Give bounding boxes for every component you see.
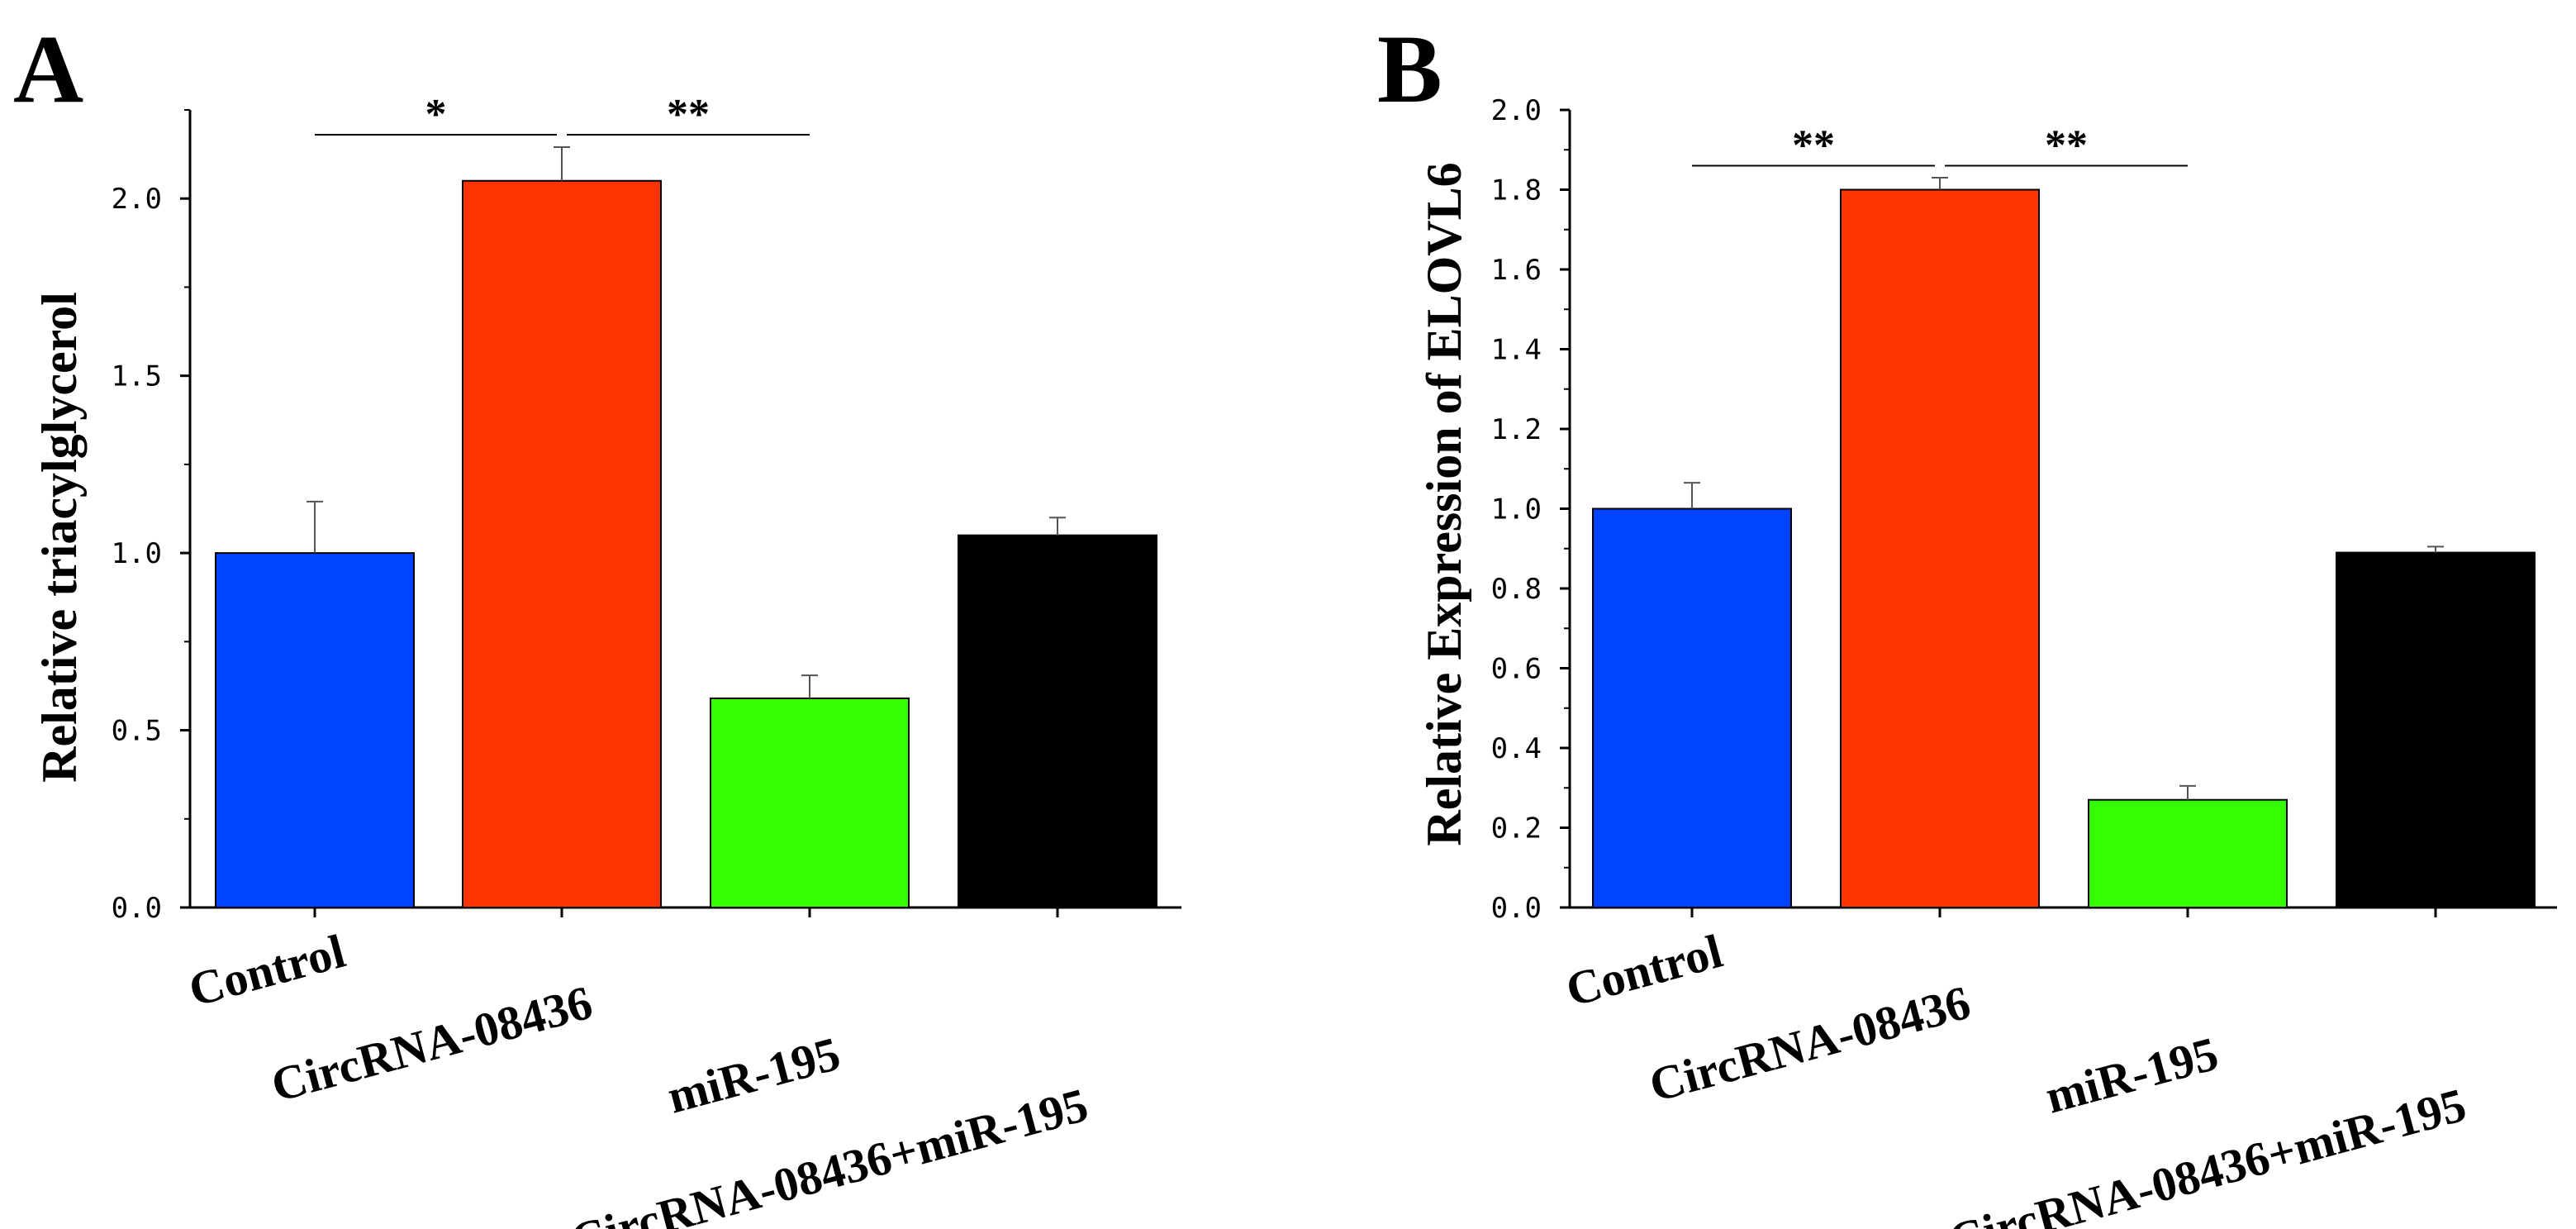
x-tick-label: CircRNA-08436+miR-195 <box>1943 1078 2471 1229</box>
y-tick-label: 1.4 <box>1491 334 1542 367</box>
y-tick-label: 0.4 <box>1491 732 1542 765</box>
y-tick-label: 1.2 <box>1491 413 1542 446</box>
y-tick-label: 0.0 <box>112 892 162 925</box>
y-axis-label: Relative triacylglycerol <box>32 292 87 783</box>
y-tick-label: 1.6 <box>1491 254 1542 287</box>
x-tick-label: Control <box>183 924 351 1017</box>
x-tick-label: CircRNA-08436+miR-195 <box>565 1078 1093 1229</box>
bar <box>710 697 910 909</box>
x-tick-label: miR-195 <box>662 1027 845 1124</box>
x-tick-label: Control <box>1561 924 1728 1017</box>
x-tick-label: CircRNA-08436 <box>1644 975 1976 1112</box>
significance-label: ** <box>667 91 710 138</box>
bar <box>1592 507 1792 908</box>
y-axis-label: Relative Expression of ELOVL6 <box>1417 162 1471 846</box>
bar <box>2336 551 2536 908</box>
bar <box>1840 188 2040 908</box>
significance-label: ** <box>1792 122 1835 169</box>
bar <box>958 534 1157 909</box>
y-tick-label: 2.0 <box>1491 94 1542 127</box>
y-tick-label: 1.8 <box>1491 174 1542 207</box>
significance-label: ** <box>2045 122 2088 169</box>
panel-a: A 0.0 0.5 1.0 1.5 2.0 Relative triacylglycero… <box>13 15 1181 1229</box>
panel-letter-b: B <box>1377 15 1442 123</box>
y-tick-label: 0.5 <box>112 715 162 748</box>
x-tick-label: CircRNA-08436 <box>266 975 598 1112</box>
y-tick-label: 0.6 <box>1491 653 1542 686</box>
x-tick-label: miR-195 <box>2040 1027 2223 1124</box>
y-tick-label: 1.0 <box>112 537 162 570</box>
y-tick-label: 0.8 <box>1491 573 1542 606</box>
y-tick-label: 1.5 <box>112 360 162 393</box>
y-tick-label: 0.0 <box>1491 892 1542 925</box>
bar <box>215 552 415 908</box>
bar <box>2088 798 2288 908</box>
significance-label: * <box>425 91 447 138</box>
y-tick-label: 0.2 <box>1491 812 1542 846</box>
panel-letter-a: A <box>13 15 83 123</box>
y-tick-label: 2.0 <box>112 183 162 216</box>
y-tick-label: 1.0 <box>1491 493 1542 526</box>
bar <box>462 179 662 908</box>
panel-b: B 0.0 0.2 0.4 0.6 0.8 1.0 1.2 1.4 1.6 1.8 2.0 Relat… <box>1377 15 2557 1229</box>
